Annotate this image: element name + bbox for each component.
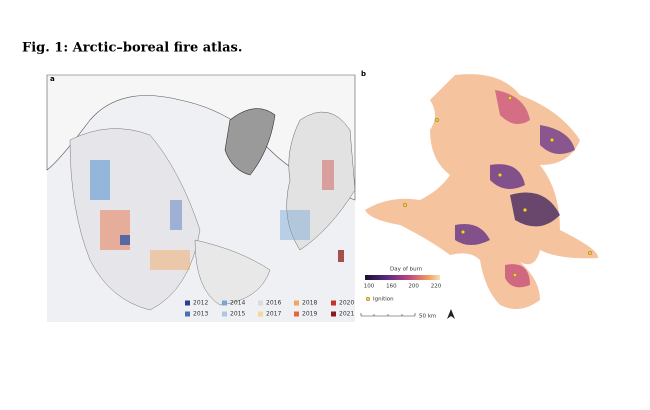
- north-arrow: [447, 309, 455, 319]
- panel-label: b: [361, 70, 366, 78]
- legend-label: 2019: [302, 311, 317, 318]
- colorbar-title: Day of burn: [390, 267, 423, 273]
- colorbar-tick-label: 200: [408, 284, 419, 290]
- legend-swatch: [294, 311, 299, 317]
- legend-label: 2018: [302, 300, 317, 307]
- legend-label: 2021: [339, 311, 354, 318]
- colorbar-tick-label: 220: [431, 284, 442, 290]
- legend-swatch: [222, 300, 227, 306]
- legend-swatch: [294, 300, 299, 306]
- scale-bar: [360, 313, 416, 317]
- legend-label: 2020: [339, 300, 354, 307]
- legend-swatch: [258, 311, 263, 317]
- panel-label: a: [50, 75, 55, 83]
- legend-swatch: [222, 311, 227, 317]
- legend-swatch: [185, 300, 190, 306]
- panel-b-map: [365, 74, 599, 310]
- legend-swatch: [185, 311, 190, 317]
- legend-label: 2017: [266, 311, 281, 318]
- legend-label: 2013: [193, 311, 208, 318]
- year-legend: 2012 2013 2014 2015 2016 2017 2018 2019 2020 2021: [185, 300, 354, 318]
- legend-label: 2016: [266, 300, 281, 307]
- scale-label: 50 km: [419, 314, 436, 320]
- colorbar-tick-label: 160: [386, 284, 397, 290]
- colorbar-ticks: 100 160 200 220: [364, 284, 442, 290]
- legend-label: 2014: [230, 300, 245, 307]
- legend-swatch: [331, 311, 336, 317]
- colorbar: [365, 275, 440, 280]
- figure-title: Fig. 1: Arctic–boreal fire atlas.: [22, 41, 242, 56]
- legend-label: 2012: [193, 300, 208, 307]
- panel-a-map: [46, 74, 356, 322]
- legend-swatch: [331, 300, 336, 306]
- legend-swatch: [258, 300, 263, 306]
- ignition-label: Ignition: [373, 297, 394, 303]
- colorbar-tick-label: 100: [364, 284, 375, 290]
- legend-label: 2015: [230, 311, 245, 318]
- ignition-marker: [365, 296, 371, 302]
